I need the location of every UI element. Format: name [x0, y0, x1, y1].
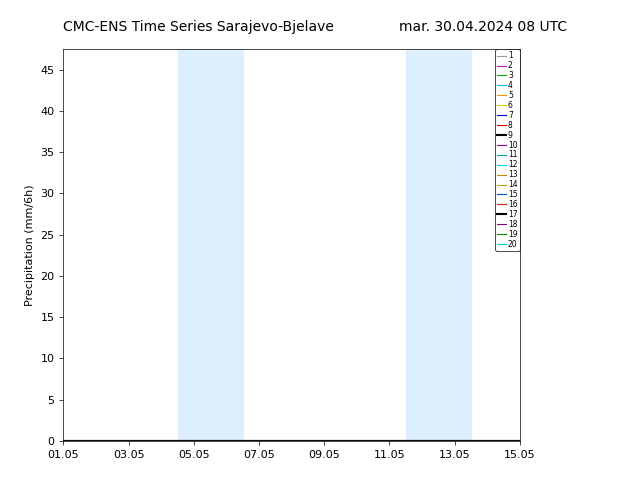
Text: mar. 30.04.2024 08 UTC: mar. 30.04.2024 08 UTC — [399, 20, 567, 34]
Bar — [210, 49, 243, 441]
Y-axis label: Precipitation (mm/6h): Precipitation (mm/6h) — [25, 184, 35, 306]
Bar — [178, 49, 210, 441]
Legend: 1, 2, 3, 4, 5, 6, 7, 8, 9, 10, 11, 12, 13, 14, 15, 16, 17, 18, 19, 20: 1, 2, 3, 4, 5, 6, 7, 8, 9, 10, 11, 12, 1… — [495, 49, 520, 251]
Bar — [438, 49, 471, 441]
Bar — [406, 49, 438, 441]
Text: CMC-ENS Time Series Sarajevo-Bjelave: CMC-ENS Time Series Sarajevo-Bjelave — [63, 20, 334, 34]
